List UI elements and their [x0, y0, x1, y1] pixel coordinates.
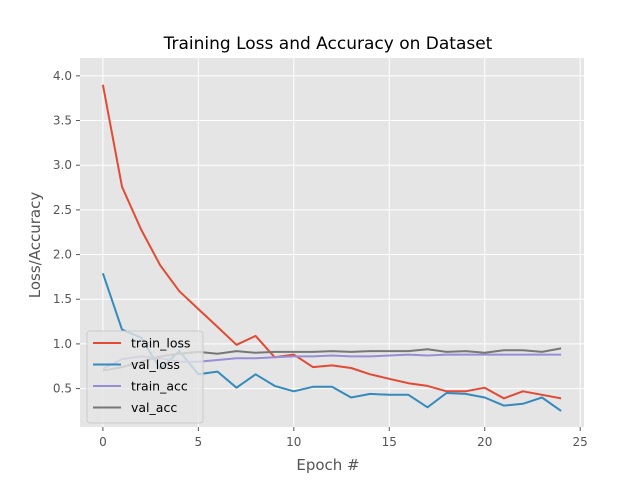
x-tick-label: 0 — [99, 435, 107, 449]
x-axis-ticks: 0 5 10 15 20 25 — [99, 427, 588, 449]
x-tick-label: 15 — [382, 435, 397, 449]
y-axis-ticks: 0.5 1.0 1.5 2.0 2.5 3.0 3.5 4.0 — [53, 69, 80, 396]
y-axis-label: Loss/Accuracy — [26, 192, 44, 299]
x-tick-label: 25 — [573, 435, 588, 449]
y-tick-label: 1.0 — [53, 337, 72, 351]
y-tick-label: 4.0 — [53, 69, 72, 83]
y-tick-label: 2.0 — [53, 248, 72, 262]
x-tick-label: 20 — [477, 435, 492, 449]
legend: train_loss val_loss train_acc val_acc — [86, 330, 204, 424]
grid-lines — [80, 58, 584, 427]
y-tick-label: 0.5 — [53, 382, 72, 396]
y-tick-label: 1.5 — [53, 292, 72, 306]
series-train-loss-line — [101, 84, 562, 400]
x-tick-label: 10 — [286, 435, 301, 449]
legend-label: train_acc — [131, 379, 188, 394]
y-tick-label: 2.5 — [53, 203, 72, 217]
legend-label: val_acc — [131, 400, 177, 415]
legend-label: val_loss — [131, 357, 180, 372]
y-tick-label: 3.0 — [53, 158, 72, 172]
y-tick-label: 3.5 — [53, 114, 72, 128]
x-axis-label: Epoch # — [296, 456, 359, 474]
chart-title: Training Loss and Accuracy on Dataset — [163, 34, 493, 54]
legend-label: train_loss — [131, 336, 191, 351]
legend-box — [86, 330, 204, 424]
x-tick-label: 5 — [195, 435, 203, 449]
